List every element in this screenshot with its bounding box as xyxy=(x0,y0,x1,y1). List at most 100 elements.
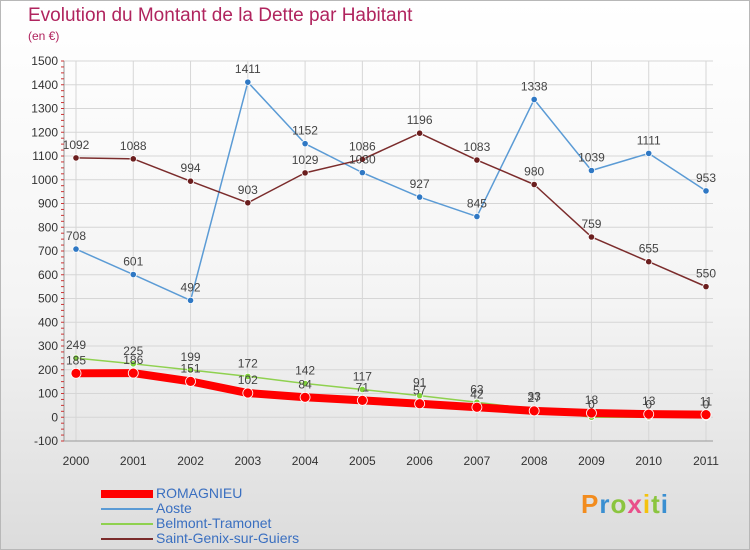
data-label: 1092 xyxy=(63,138,90,152)
data-label: 199 xyxy=(181,350,201,364)
proxiti-logo: Proxiti xyxy=(581,489,669,519)
y-tick-label: 700 xyxy=(38,244,58,258)
data-point xyxy=(72,245,80,253)
data-label: 0 xyxy=(645,397,652,411)
data-point xyxy=(301,379,309,388)
data-label: 185 xyxy=(66,353,86,367)
x-tick-label: 2008 xyxy=(521,454,548,468)
data-label: 186 xyxy=(123,353,143,367)
line-chart: -100010020030040050060070080090010001100… xyxy=(31,54,719,468)
y-tick-label: 800 xyxy=(38,220,58,234)
y-tick-label: 1400 xyxy=(31,78,58,92)
legend-label: Aoste xyxy=(156,500,192,516)
x-tick-label: 2009 xyxy=(578,454,605,468)
data-point xyxy=(358,385,366,394)
data-point xyxy=(702,187,710,195)
legend-label: ROMAGNIEU xyxy=(156,485,243,501)
data-label: 759 xyxy=(581,217,601,231)
data-point xyxy=(416,129,424,137)
data-point xyxy=(416,193,424,201)
legend-item: Belmont-Tramonet xyxy=(101,515,361,531)
data-label: 57 xyxy=(413,384,427,398)
y-tick-label: 1300 xyxy=(31,102,58,116)
x-tick-label: 2006 xyxy=(406,454,433,468)
x-tick-label: 2007 xyxy=(464,454,491,468)
data-point xyxy=(244,199,252,207)
data-label: 1029 xyxy=(292,153,319,167)
legend-item: Aoste xyxy=(101,500,361,516)
x-tick-label: 2010 xyxy=(635,454,662,468)
x-tick-label: 2001 xyxy=(120,454,147,468)
y-tick-label: 300 xyxy=(38,339,58,353)
data-label: 1083 xyxy=(464,140,491,154)
data-label: 27 xyxy=(528,391,542,405)
data-label: 492 xyxy=(181,280,201,294)
data-point xyxy=(414,398,426,410)
data-label: 102 xyxy=(238,373,258,387)
x-tick-label: 2011 xyxy=(693,454,719,468)
legend-swatch xyxy=(101,508,153,510)
data-point xyxy=(586,407,597,419)
data-label: 249 xyxy=(66,338,86,352)
data-label: 42 xyxy=(470,387,484,401)
x-tick-label: 2002 xyxy=(177,454,204,468)
data-point xyxy=(528,405,540,417)
data-point xyxy=(186,177,195,185)
data-label: 11 xyxy=(700,395,713,409)
data-label: 1030 xyxy=(349,153,376,167)
data-point xyxy=(129,270,137,279)
data-point xyxy=(587,233,596,241)
data-label: 1338 xyxy=(521,79,548,93)
data-point xyxy=(471,401,483,413)
x-tick-label: 2003 xyxy=(234,454,261,468)
x-tick-label: 2000 xyxy=(63,454,90,468)
data-point xyxy=(645,258,653,266)
data-label: 980 xyxy=(524,165,544,179)
data-point xyxy=(186,366,195,374)
data-point xyxy=(70,367,82,379)
data-label: 1039 xyxy=(578,150,605,164)
data-point xyxy=(129,360,137,368)
data-label: 845 xyxy=(467,197,487,211)
data-point xyxy=(72,354,80,362)
series-line-romagnieu xyxy=(72,369,710,419)
y-tick-label: 1200 xyxy=(31,125,58,139)
data-point xyxy=(358,155,366,163)
y-tick-label: -100 xyxy=(34,434,58,448)
legend-swatch xyxy=(101,538,153,540)
data-point xyxy=(645,149,653,157)
chart-subtitle: (en €) xyxy=(28,29,60,43)
data-label: 18 xyxy=(585,393,599,407)
data-label: 142 xyxy=(295,364,315,378)
chart-title: Evolution du Montant de la Dette par Hab… xyxy=(28,5,413,26)
data-label: 172 xyxy=(238,356,258,370)
data-point xyxy=(356,394,368,406)
data-label: 91 xyxy=(413,376,427,390)
data-point xyxy=(702,283,710,291)
data-point xyxy=(530,95,538,104)
data-label: 13 xyxy=(642,394,656,408)
data-label: 117 xyxy=(353,369,372,383)
data-point xyxy=(242,387,254,399)
data-point xyxy=(185,375,196,387)
data-label: 953 xyxy=(696,171,716,185)
legend: ROMAGNIEU Aoste Belmont-Tramonet Saint-Geni… xyxy=(101,485,361,546)
data-point xyxy=(473,156,481,164)
data-point xyxy=(301,169,309,177)
data-label: 1086 xyxy=(349,139,376,153)
data-point xyxy=(244,372,252,380)
y-tick-label: 0 xyxy=(51,410,58,424)
legend-label: Belmont-Tramonet xyxy=(156,515,272,531)
y-tick-label: 1500 xyxy=(31,54,58,68)
y-tick-label: 900 xyxy=(38,197,58,211)
y-tick-label: 600 xyxy=(38,268,58,282)
data-label: 994 xyxy=(181,161,201,175)
legend-label: Saint-Genix-sur-Guiers xyxy=(156,530,300,546)
data-point xyxy=(643,408,655,420)
y-tick-label: 100 xyxy=(38,387,58,401)
data-label: 63 xyxy=(470,382,484,396)
data-label: 708 xyxy=(66,229,86,243)
data-label: 550 xyxy=(696,267,716,281)
legend-swatch xyxy=(101,490,153,498)
